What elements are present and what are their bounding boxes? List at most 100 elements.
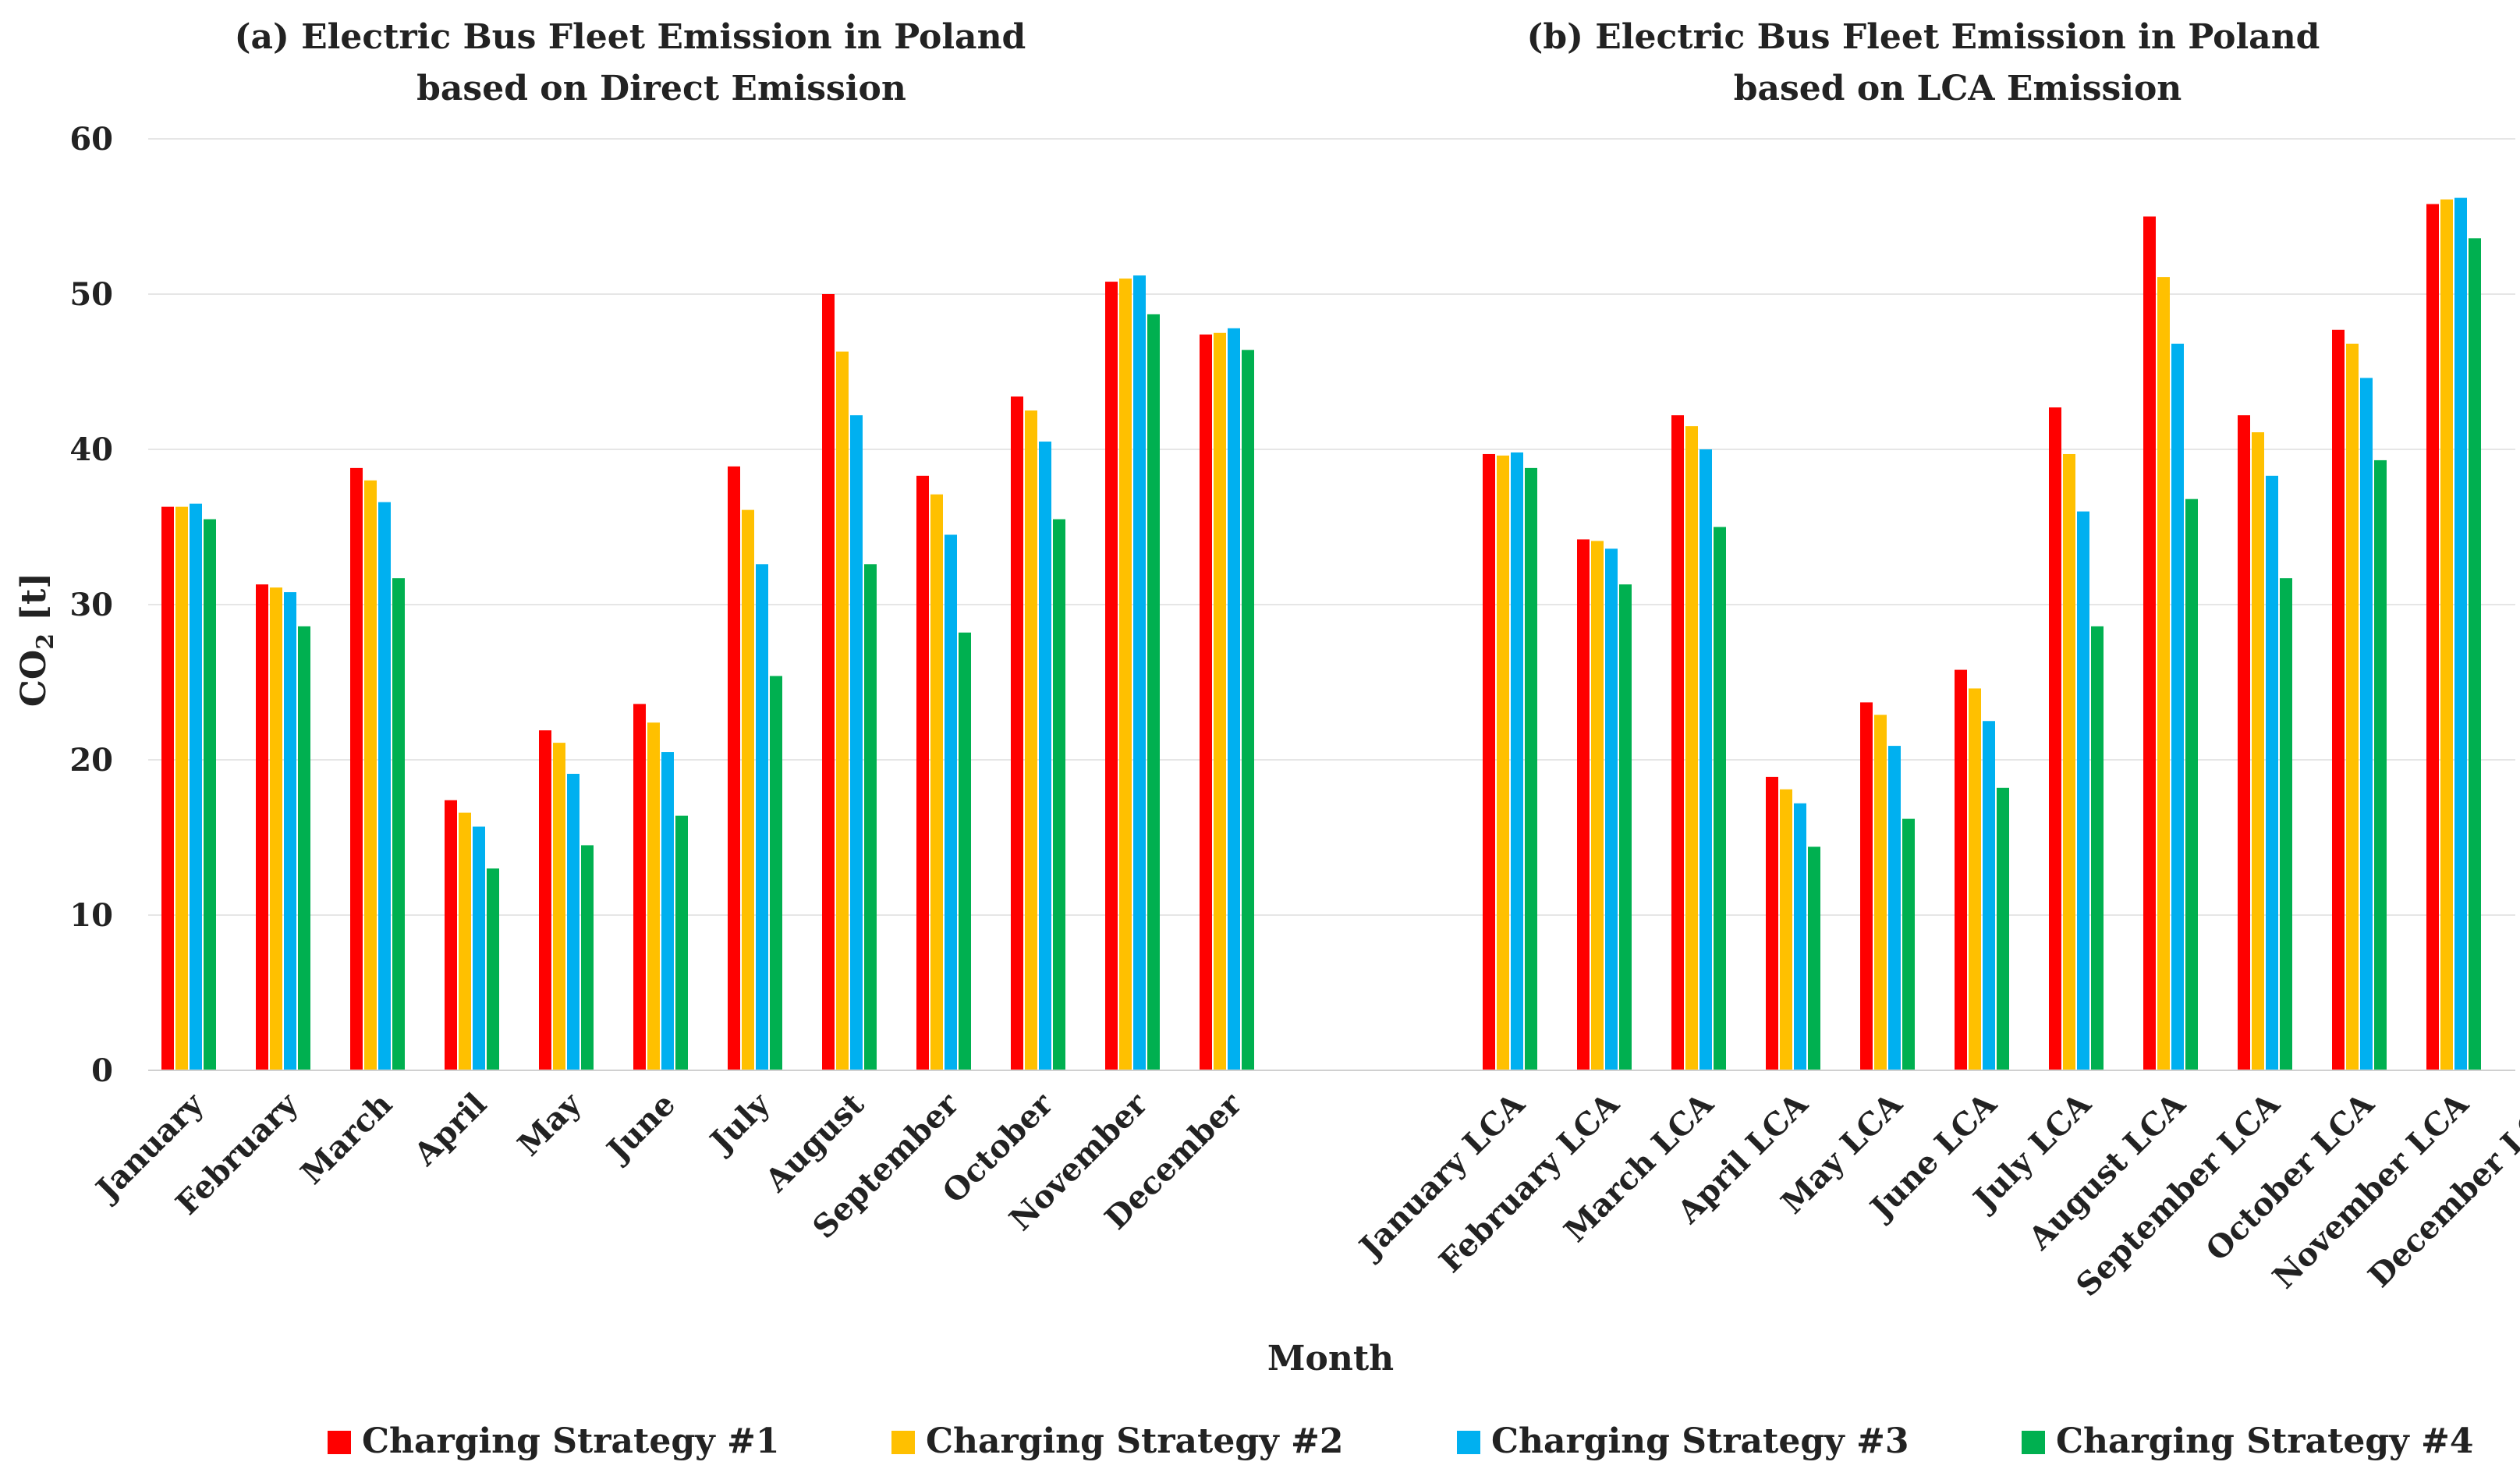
bar — [1011, 396, 1023, 1071]
bar — [1619, 584, 1632, 1070]
x-axis-title: Month — [1267, 1339, 1394, 1378]
bar — [1119, 279, 1132, 1071]
bar — [1874, 715, 1887, 1070]
bar — [284, 592, 296, 1070]
y-axis-ticks: 0 10 20 30 40 50 60 — [69, 121, 113, 1089]
bar — [2091, 626, 2104, 1070]
bar — [161, 506, 174, 1070]
bar — [1969, 688, 1981, 1070]
bar — [1483, 453, 1495, 1070]
legend-label: Charging Strategy #1 — [362, 1421, 780, 1461]
y-tick-label: 30 — [69, 587, 113, 623]
bar — [633, 704, 646, 1070]
bar — [2346, 343, 2359, 1070]
bar — [959, 632, 971, 1070]
bar — [350, 467, 363, 1070]
bar — [445, 800, 457, 1070]
legend-swatch — [2022, 1431, 2045, 1454]
panel-b-title-line1: (b) Electric Bus Fleet Emission in Polan… — [1527, 17, 2320, 57]
bar — [1242, 349, 1254, 1070]
bar — [1605, 548, 1618, 1070]
bar — [1983, 721, 1995, 1070]
bar — [459, 812, 471, 1070]
bar — [2360, 378, 2373, 1071]
bar — [473, 826, 485, 1070]
legend-swatch — [891, 1431, 915, 1454]
panel-b-title-line2: based on LCA Emission — [1734, 69, 2182, 108]
bar — [2332, 329, 2345, 1070]
bar — [204, 519, 216, 1070]
bar — [1133, 275, 1146, 1070]
bar — [2280, 578, 2292, 1070]
bar — [190, 503, 202, 1070]
bar — [2440, 199, 2453, 1071]
bars — [161, 197, 2481, 1071]
bar — [1039, 442, 1051, 1070]
bar — [392, 578, 405, 1070]
bar — [581, 845, 594, 1070]
bar — [1955, 669, 1967, 1070]
bar — [1200, 334, 1212, 1070]
bar — [1794, 803, 1806, 1070]
y-axis-title-main: CO — [14, 650, 54, 707]
y-axis-title: CO2 [t] — [14, 573, 59, 707]
bar — [2049, 407, 2061, 1070]
bar — [539, 730, 551, 1070]
bar — [2252, 432, 2264, 1070]
bar — [298, 626, 310, 1070]
bar — [661, 752, 674, 1070]
bar — [1902, 818, 1915, 1070]
bar — [2469, 238, 2481, 1070]
bar — [175, 506, 188, 1070]
bar — [1808, 846, 1820, 1070]
bar — [567, 773, 579, 1070]
legend-label: Charging Strategy #4 — [2056, 1421, 2474, 1461]
legend-swatch — [328, 1431, 351, 1454]
bar — [945, 534, 957, 1070]
y-tick-label: 20 — [69, 742, 113, 779]
bar — [1228, 328, 1240, 1070]
bar — [2143, 216, 2156, 1070]
bar — [2426, 204, 2439, 1071]
bar — [822, 294, 835, 1070]
bar — [1147, 314, 1160, 1070]
panel-a-title-line1: (a) Electric Bus Fleet Emission in Polan… — [235, 17, 1026, 57]
bar — [1766, 776, 1778, 1070]
bar — [742, 509, 754, 1070]
bar — [2454, 197, 2467, 1070]
bar — [2374, 459, 2387, 1070]
y-tick-label: 50 — [69, 276, 113, 313]
bar — [675, 815, 688, 1070]
bar — [1577, 539, 1590, 1070]
bar — [2238, 415, 2250, 1070]
bar — [756, 564, 768, 1070]
y-axis-title-unit: [t] — [14, 573, 54, 621]
bar — [2266, 475, 2278, 1070]
bar — [553, 743, 565, 1070]
bar — [487, 868, 499, 1070]
bar — [1511, 452, 1523, 1070]
bar — [770, 676, 782, 1070]
bar — [2171, 343, 2184, 1070]
bar — [270, 587, 282, 1070]
bar — [1685, 426, 1698, 1070]
bar — [1699, 449, 1712, 1070]
bar — [1671, 415, 1684, 1070]
bar — [364, 480, 377, 1070]
bar — [1860, 702, 1873, 1070]
y-tick-label: 40 — [69, 431, 113, 468]
bar — [1525, 467, 1537, 1070]
panel-a-title-line2: based on Direct Emission — [416, 69, 906, 108]
bar — [1997, 787, 2009, 1070]
bar — [836, 351, 849, 1070]
bar — [2185, 499, 2198, 1070]
bar — [864, 564, 877, 1070]
bar — [728, 466, 740, 1070]
bar — [2157, 277, 2170, 1070]
bar — [1025, 410, 1037, 1070]
bar — [930, 494, 943, 1070]
bar — [850, 415, 863, 1070]
bar — [2077, 511, 2089, 1070]
y-tick-label: 60 — [69, 121, 113, 158]
